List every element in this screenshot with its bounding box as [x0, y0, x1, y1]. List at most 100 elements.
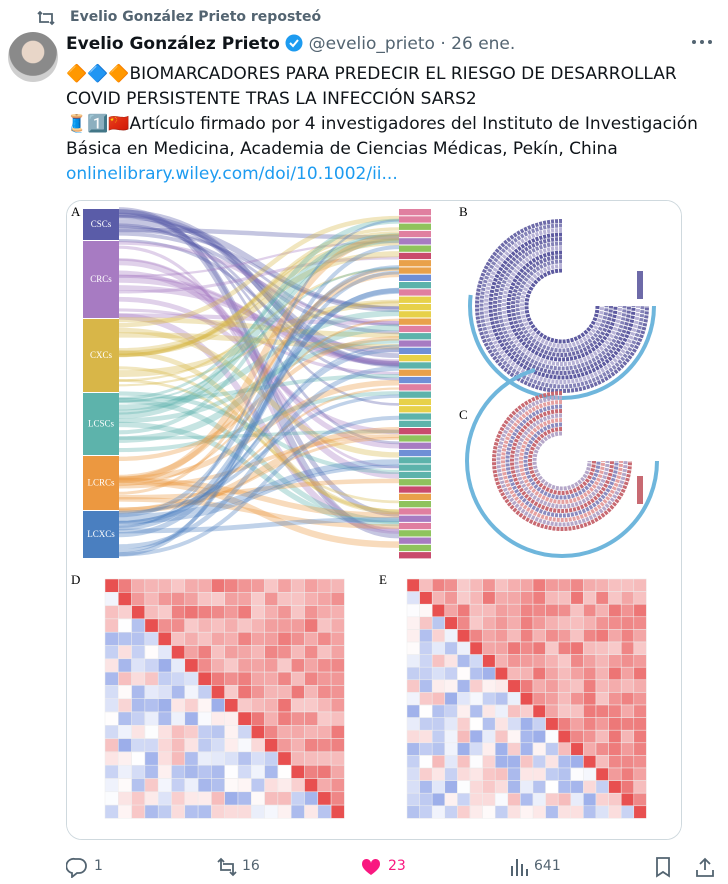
- heatmap-cell: [251, 671, 265, 686]
- heatmap-cell: [330, 645, 345, 660]
- heatmap-cell: [184, 778, 199, 793]
- circular-ring: [532, 431, 592, 491]
- link[interactable]: onlinelibrary.wiley.com/doi/10.1002/ii..…: [66, 164, 398, 184]
- sankey-flow: [118, 276, 400, 366]
- heatmap-cell: [118, 685, 132, 699]
- sankey-target: [399, 333, 431, 340]
- heatmap-cell: [570, 704, 584, 718]
- sankey-flow: [118, 391, 400, 475]
- sankey-flow: [118, 265, 400, 518]
- heatmap-cell: [583, 641, 597, 655]
- heatmap-cell: [608, 654, 622, 668]
- sankey-flow: [118, 387, 400, 510]
- heatmap-cell: [277, 658, 292, 673]
- action-bar: 1 16 23 641: [0, 850, 728, 884]
- color-scale: [637, 476, 643, 504]
- heatmap-cell: [251, 605, 265, 620]
- repost-label[interactable]: Evelio González Prieto reposteó: [70, 9, 322, 25]
- like-icon[interactable]: [360, 856, 382, 878]
- heatmap-cell: [557, 729, 572, 744]
- heatmap-cell: [104, 804, 119, 819]
- heatmap-cell: [620, 792, 635, 807]
- bookmark-icon[interactable]: [652, 856, 674, 878]
- heatmap-cell: [184, 751, 199, 766]
- heatmap-cell: [157, 778, 172, 793]
- heatmap-cell: [330, 618, 345, 633]
- heatmap-cell: [290, 592, 305, 606]
- date[interactable]: 26 ene.: [451, 34, 516, 54]
- heatmap-cell: [431, 629, 446, 643]
- heatmap-cell: [237, 711, 252, 726]
- heatmap-cell: [264, 778, 279, 793]
- sankey-target: [399, 340, 431, 347]
- heatmap-cell: [264, 645, 279, 660]
- heatmap-cell: [583, 767, 597, 781]
- sankey-flow: [118, 266, 400, 403]
- heatmap-cell: [237, 605, 252, 620]
- heatmap-cell: [330, 725, 345, 739]
- more-menu[interactable]: [690, 38, 714, 46]
- author-name[interactable]: Evelio González Prieto: [66, 34, 280, 54]
- circular-ring: [492, 391, 632, 531]
- heatmap-cell: [277, 804, 292, 819]
- heatmap-cell: [419, 679, 433, 693]
- heatmap-cell: [482, 780, 496, 794]
- heatmap-cell: [264, 738, 279, 753]
- heatmap-cell: [532, 729, 546, 744]
- heatmap-cell: [171, 631, 186, 646]
- heatmap-cell: [469, 591, 483, 605]
- heatmap-cell: [520, 704, 534, 718]
- heatmap-cell: [583, 692, 597, 706]
- heatmap-cell: [144, 618, 159, 633]
- sankey-target: [399, 369, 431, 376]
- heatmap-cell: [520, 679, 534, 693]
- heatmap-cell: [237, 738, 252, 753]
- heatmap-cell: [197, 578, 212, 593]
- heatmap-cell: [557, 654, 572, 668]
- circular-ring: [506, 250, 618, 362]
- heatmap-cell: [304, 764, 319, 779]
- sankey-node: [83, 393, 119, 455]
- heatmap-cell: [520, 755, 534, 769]
- heatmap-cell: [482, 755, 496, 769]
- heatmap-cell: [406, 654, 420, 668]
- heatmap-cell: [317, 791, 332, 806]
- repost-button[interactable]: [216, 856, 238, 878]
- heatmap-cell: [431, 603, 446, 618]
- heatmap-cell: [197, 778, 212, 793]
- avatar[interactable]: [8, 32, 58, 82]
- heatmap-cell: [469, 679, 483, 693]
- reply-icon[interactable]: [66, 856, 88, 878]
- heatmap-cell: [570, 755, 584, 769]
- heatmap-cell: [482, 742, 496, 756]
- sankey-flow: [118, 207, 400, 539]
- sankey-flow: [118, 313, 400, 534]
- separator: ·: [440, 34, 446, 54]
- handle[interactable]: @evelio_prieto: [308, 34, 435, 54]
- heatmap-cell: [494, 692, 509, 706]
- heatmap-cell: [520, 767, 534, 781]
- heatmap-cell: [277, 791, 292, 806]
- sankey-node: [83, 319, 119, 392]
- sankey-flow: [118, 477, 400, 519]
- sankey-target: [399, 508, 431, 515]
- heatmap-cell: [457, 641, 471, 655]
- heatmap-cell: [608, 666, 622, 681]
- heatmap-cell: [157, 671, 172, 686]
- share-icon[interactable]: [694, 856, 716, 878]
- reply-count: 1: [94, 858, 103, 874]
- heatmap-cell: [583, 780, 597, 794]
- sankey-target: [399, 355, 431, 362]
- heatmap-cell: [557, 805, 572, 819]
- heatmap-cell: [557, 666, 572, 681]
- heatmap-cell: [570, 578, 584, 592]
- heatmap-cell: [419, 692, 433, 706]
- figure[interactable]: A B C D E CSCs CRCs CXCs LCSCs LCRCs LCXCs: [66, 200, 682, 840]
- heatmap-cell: [406, 742, 420, 756]
- views-icon[interactable]: [508, 856, 530, 878]
- sankey-target: [399, 216, 431, 223]
- heatmap-cell: [304, 804, 319, 819]
- heatmap-cell: [277, 671, 292, 686]
- circular-ring: [514, 413, 610, 509]
- heatmap-cell: [144, 578, 159, 593]
